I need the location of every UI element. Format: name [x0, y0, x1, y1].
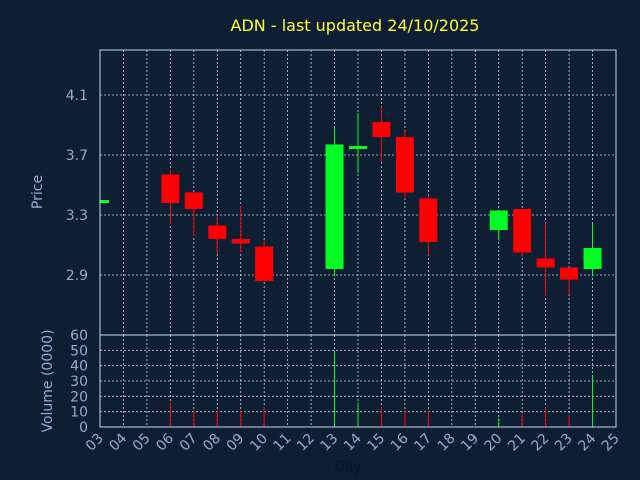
day-tick-label: 06 — [153, 430, 177, 454]
day-tick-label: 21 — [505, 431, 529, 455]
day-tick-label: 09 — [224, 431, 248, 455]
price-tick-label: 3.3 — [66, 208, 88, 224]
volume-tick-label: 20 — [70, 389, 88, 405]
candle-body — [184, 192, 203, 209]
volume-tick-label: 30 — [70, 374, 88, 390]
candle-body — [208, 225, 227, 239]
day-tick-label: 08 — [200, 431, 224, 455]
day-tick-label: 11 — [271, 431, 295, 455]
candle-body — [513, 209, 532, 253]
candle-body — [372, 122, 391, 137]
day-tick-label: 20 — [482, 431, 506, 455]
day-tick-label: 23 — [552, 431, 576, 455]
candle-body — [349, 146, 367, 149]
day-tick-label: 18 — [435, 431, 459, 455]
volume-tick-label: 10 — [70, 405, 88, 421]
price-tick-label: 4.1 — [66, 88, 88, 104]
day-tick-label: 19 — [458, 431, 482, 455]
day-tick-label: 15 — [364, 431, 388, 455]
candle-body — [419, 198, 438, 242]
day-tick-label: 22 — [529, 431, 553, 455]
volume-tick-label: 60 — [70, 328, 88, 344]
candle-body — [395, 137, 414, 193]
day-tick-label: 12 — [294, 431, 318, 455]
candle-body — [325, 144, 344, 269]
candle-body — [560, 267, 579, 280]
day-tick-label: 04 — [106, 430, 130, 454]
day-tick-label: 17 — [411, 431, 435, 455]
candle-body — [255, 246, 274, 281]
day-tick-label: 05 — [130, 431, 154, 455]
price-panel: 2.9 3.3 3.7 4.1 — [66, 49, 617, 336]
day-tick-label: 14 — [341, 430, 365, 454]
volume-frame — [99, 334, 617, 428]
candle-body — [100, 200, 109, 203]
day-tick-label: 07 — [177, 431, 201, 455]
day-tick-label: 10 — [247, 431, 271, 455]
price-axis-label: Price — [30, 175, 46, 209]
day-tick-label: 24 — [575, 430, 599, 454]
price-tick-label: 3.7 — [66, 148, 88, 164]
volume-tick-label: 0 — [79, 420, 88, 436]
candle-body — [583, 248, 602, 269]
day-axis-label: Day — [334, 459, 362, 475]
volume-tick-label: 40 — [70, 359, 88, 375]
candle-body — [536, 258, 555, 268]
day-tick-label: 16 — [388, 430, 412, 454]
candle-body — [161, 174, 180, 203]
day-tick-label: 25 — [599, 431, 623, 455]
volume-axis-label: Volume (0000) — [40, 329, 56, 432]
price-tick-label: 2.9 — [66, 268, 88, 284]
volume-tick-label: 50 — [70, 343, 88, 359]
day-tick-label: 13 — [317, 431, 341, 455]
candle-body — [231, 239, 250, 244]
chart-title: ADN - last updated 24/10/2025 — [231, 16, 480, 35]
candle-body — [489, 210, 508, 230]
